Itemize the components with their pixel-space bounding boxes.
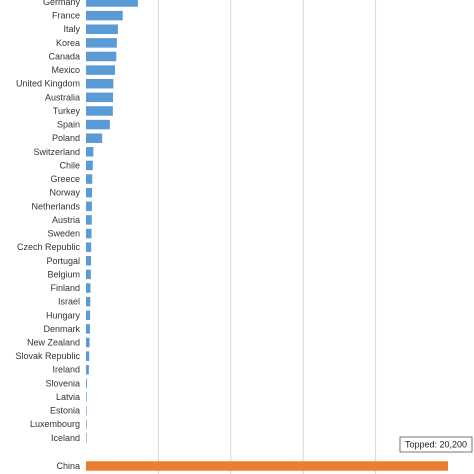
category-label: Canada: [48, 51, 80, 61]
category-label: Denmark: [43, 324, 80, 334]
gridlines: [157, 0, 377, 474]
bar-belgium: [86, 269, 91, 280]
annotation-callout: Topped: 20,200: [399, 436, 473, 453]
category-label: Norway: [49, 188, 80, 198]
bar-switzerland: [86, 147, 94, 157]
category-label: Mexico: [51, 65, 80, 75]
bar-czech-republic: [86, 242, 92, 252]
bar-spain: [86, 119, 110, 130]
bar-netherlands: [86, 201, 92, 212]
bar-denmark: [86, 324, 90, 334]
bar-hungary: [86, 310, 91, 321]
category-label: Ireland: [52, 365, 80, 375]
bar-estonia: [86, 405, 87, 416]
category-label: Poland: [52, 133, 80, 143]
category-label: New Zealand: [27, 338, 80, 348]
category-label: China: [56, 461, 80, 471]
annotation-box: [399, 436, 473, 453]
category-label: France: [52, 11, 80, 21]
category-label: Sweden: [47, 229, 80, 239]
bar-korea: [86, 38, 117, 48]
category-label: Hungary: [46, 310, 81, 320]
bar-israel: [86, 296, 91, 307]
bar-sweden: [86, 228, 92, 239]
bar-italy: [86, 24, 118, 34]
annotation-text: Topped: 20,200: [405, 440, 467, 450]
bar-iceland: [86, 433, 87, 443]
bar-france: [86, 10, 123, 21]
bar-austria: [86, 215, 92, 225]
category-label: Netherlands: [31, 201, 80, 211]
bar-slovenia: [86, 378, 87, 389]
category-label: Australia: [45, 92, 80, 102]
bar-mexico: [86, 65, 116, 75]
category-label: Austria: [52, 215, 80, 225]
category-label: Italy: [63, 24, 80, 34]
bar-greece: [86, 174, 93, 184]
bar-ireland: [86, 364, 89, 375]
category-label: Greece: [50, 174, 80, 184]
bar-norway: [86, 187, 93, 198]
category-label: Germany: [43, 0, 81, 7]
category-label: Israel: [58, 297, 80, 307]
bar-united-kingdom: [86, 78, 114, 89]
bar-portugal: [86, 256, 92, 266]
category-label: Slovenia: [45, 378, 80, 388]
bar-poland: [86, 133, 103, 143]
category-label: Turkey: [53, 106, 81, 116]
category-label: Slovak Republic: [15, 351, 80, 361]
category-label: Portugal: [46, 256, 80, 266]
bar-australia: [86, 92, 114, 103]
bar-new-zealand: [86, 337, 90, 348]
category-label: United Kingdom: [16, 79, 80, 89]
bar-finland: [86, 283, 91, 293]
bar-germany: [86, 0, 138, 7]
category-label: Switzerland: [33, 147, 80, 157]
category-label: Czech Republic: [17, 242, 81, 252]
bar-china: [86, 461, 448, 471]
category-label: Belgium: [47, 269, 80, 279]
category-label: Chile: [59, 160, 80, 170]
bar-chile: [86, 160, 93, 171]
bars: [86, 0, 448, 471]
category-label: Latvia: [56, 392, 80, 402]
bar-canada: [86, 51, 117, 62]
category-label: Finland: [50, 283, 80, 293]
category-label: Korea: [56, 38, 80, 48]
category-labels: Germany France Italy Korea Canada Mexico Unite…: [15, 0, 80, 471]
category-label: Spain: [57, 120, 80, 130]
bar-turkey: [86, 106, 113, 116]
category-label: Iceland: [51, 433, 80, 443]
bar-slovak-republic: [86, 351, 90, 361]
bar-luxembourg: [86, 419, 87, 429]
bar-latvia: [86, 392, 87, 402]
category-label: Luxembourg: [30, 419, 80, 429]
category-label: Estonia: [50, 406, 80, 416]
